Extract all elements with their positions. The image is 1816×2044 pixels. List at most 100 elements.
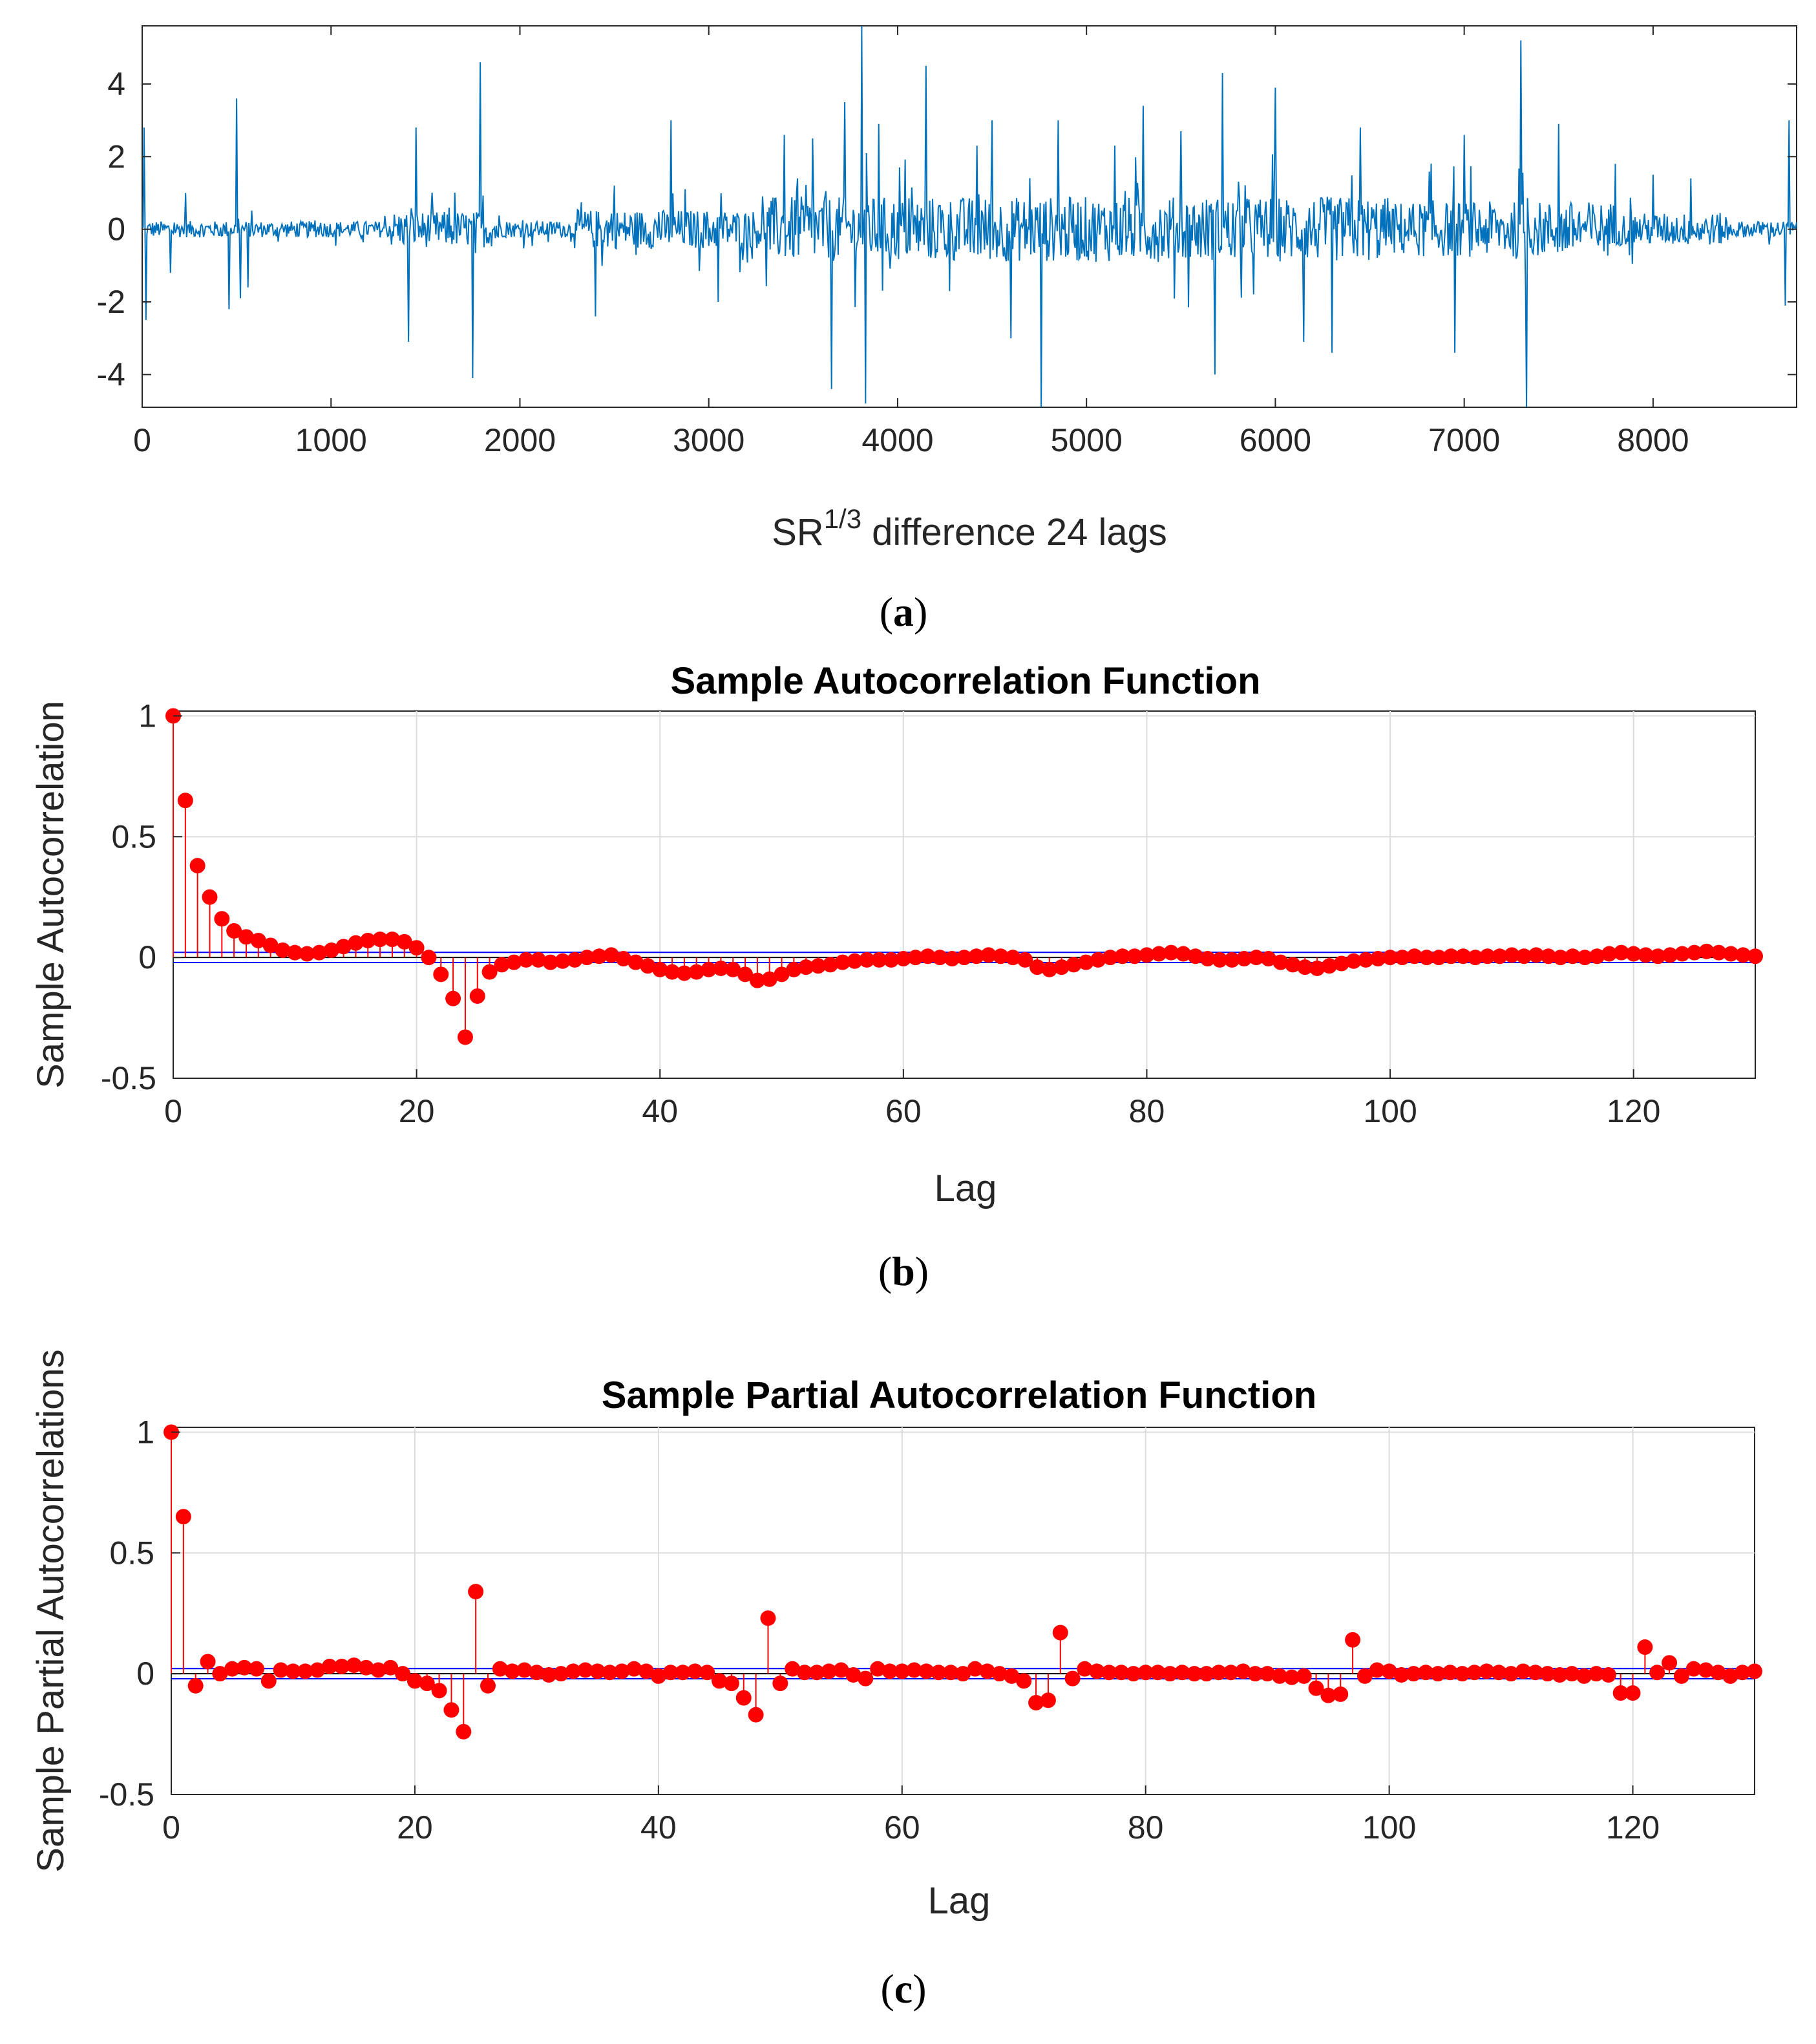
c-stem-marker — [395, 1666, 411, 1682]
b-stem-marker — [1394, 950, 1410, 966]
b-stem-marker — [177, 793, 193, 809]
b-stem-marker — [628, 954, 644, 970]
b-stem-marker — [993, 948, 1009, 964]
b-stem-marker — [798, 959, 814, 975]
c-stem-marker — [1589, 1666, 1604, 1682]
c-stem-marker — [1527, 1665, 1543, 1681]
panel-a-caption: (a) — [880, 589, 928, 635]
panel-c-y-ticks: 1 0.5 0 -0.5 — [99, 1414, 180, 1813]
c-stem-marker — [1247, 1666, 1263, 1682]
c-stem-marker — [1187, 1666, 1203, 1682]
panel-c-title: Sample Partial Autocorrelation Function — [602, 1374, 1316, 1416]
b-stem-marker — [1017, 952, 1033, 968]
panel-a-x-tick-label: 3000 — [673, 422, 744, 458]
panel-b-y-axis-label: Sample Autocorrelation — [30, 701, 72, 1089]
b-stem-marker — [956, 950, 972, 966]
c-stem-marker — [248, 1661, 264, 1677]
b-stem-marker — [1114, 948, 1130, 964]
c-stem-marker — [1710, 1665, 1726, 1681]
panel-b-y-ticks: 1 0.5 0 -0.5 — [101, 697, 182, 1096]
b-stem-marker — [494, 957, 510, 973]
b-stem-marker — [202, 889, 218, 905]
b-stem-marker — [1272, 954, 1289, 970]
b-stem-marker — [530, 952, 546, 968]
c-stem-marker — [882, 1663, 898, 1679]
c-stem-marker — [541, 1667, 557, 1683]
c-stem-marker — [1223, 1665, 1239, 1681]
b-stem-marker — [774, 966, 790, 983]
b-stem-marker — [1467, 950, 1483, 966]
c-stem-marker — [1260, 1666, 1276, 1682]
panel-a-x-tick-label: 4000 — [861, 422, 933, 458]
b-stem-marker — [968, 948, 984, 964]
panel-a-x-axis-label: SR1/3 difference 24 lags — [772, 504, 1167, 553]
b-stem-marker — [1260, 951, 1276, 967]
b-stem-marker — [299, 946, 315, 962]
c-stem-marker — [1515, 1663, 1531, 1679]
c-stem-marker — [310, 1662, 326, 1678]
b-stem-marker — [640, 958, 656, 974]
b-stem-marker — [1625, 946, 1642, 962]
b-stem-marker — [262, 937, 279, 953]
c-stem-marker — [370, 1662, 386, 1678]
b-stem-marker — [1358, 952, 1374, 968]
c-stem-marker — [639, 1663, 654, 1679]
b-stem-marker — [1528, 947, 1545, 963]
c-stem-marker — [529, 1665, 545, 1681]
c-stem-marker — [1357, 1668, 1373, 1684]
c-x-tick-label: 80 — [1128, 1809, 1164, 1846]
b-stem-marker — [895, 951, 911, 967]
b-stem-marker — [980, 947, 997, 963]
b-stem-marker — [1504, 947, 1520, 963]
panel-a-x-tick-label: 8000 — [1617, 422, 1689, 458]
c-stem-marker — [675, 1665, 691, 1681]
b-stem-marker — [761, 971, 777, 987]
c-stem-marker — [260, 1673, 277, 1689]
b-stem-marker — [1552, 950, 1568, 966]
c-stem-marker — [1101, 1665, 1117, 1681]
b-stem-marker — [920, 948, 936, 964]
b-stem-marker — [1443, 948, 1459, 964]
c-stem-marker — [735, 1690, 752, 1706]
c-stem-marker — [1283, 1669, 1300, 1685]
c-stem-marker — [456, 1723, 472, 1740]
b-stem-marker — [481, 964, 498, 980]
c-stem-marker — [1466, 1665, 1483, 1681]
c-stem-marker — [285, 1663, 301, 1679]
b-y-tick-label: 0 — [138, 939, 156, 975]
c-stem-marker — [553, 1666, 569, 1682]
b-stem-marker — [1565, 948, 1581, 964]
panel-a-series-line — [142, 25, 1797, 408]
panel-a-y-tick-label: 4 — [107, 66, 125, 102]
b-stem-marker — [822, 957, 838, 973]
c-x-tick-label: 100 — [1362, 1809, 1416, 1846]
b-stem-marker — [189, 858, 206, 874]
c-stem-marker — [175, 1509, 191, 1525]
b-stem-marker — [664, 964, 681, 980]
panel-a-x-tick-label: 5000 — [1051, 422, 1123, 458]
b-stem-marker — [579, 950, 595, 966]
c-stem-marker — [1210, 1665, 1227, 1681]
b-stem-marker — [688, 964, 704, 980]
panel-c-caption: (c) — [880, 1966, 926, 2012]
c-stem-marker — [358, 1659, 374, 1676]
c-stem-marker — [333, 1658, 350, 1674]
c-stem-marker — [1576, 1668, 1592, 1684]
c-stem-marker — [1308, 1680, 1324, 1696]
c-stem-marker — [1552, 1667, 1568, 1683]
panel-a-y-tick-label: -2 — [97, 284, 125, 320]
b-stem-marker — [1139, 947, 1155, 963]
c-stem-marker — [785, 1661, 801, 1677]
b-stem-marker — [323, 942, 339, 958]
b-stem-marker — [372, 932, 388, 948]
b-x-tick-label: 120 — [1607, 1093, 1660, 1129]
b-stem-marker — [1601, 946, 1618, 962]
b-stem-marker — [238, 929, 254, 945]
b-stem-marker — [1686, 944, 1702, 961]
c-stem-marker — [1722, 1668, 1738, 1684]
c-stem-marker — [723, 1676, 739, 1692]
c-stem-marker — [1503, 1666, 1519, 1682]
panel-c-y-axis-label: Sample Partial Autocorrelations — [30, 1349, 72, 1872]
b-stem-marker — [287, 944, 303, 961]
c-stem-marker — [1369, 1662, 1385, 1678]
